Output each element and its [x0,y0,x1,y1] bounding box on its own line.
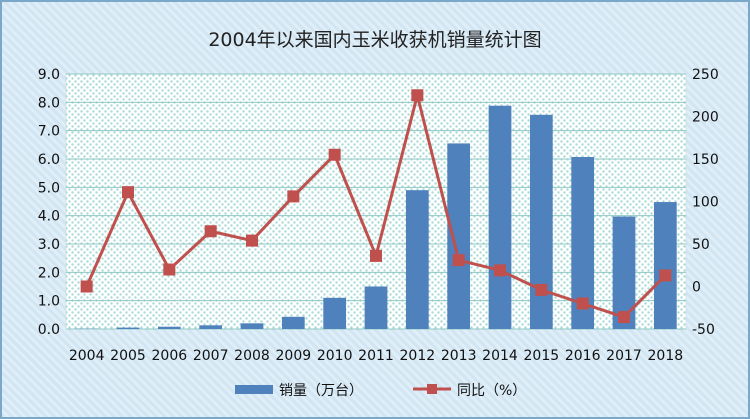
line-marker [576,297,589,310]
x-tick-label: 2017 [606,348,642,364]
x-tick-label: 2013 [441,348,477,364]
bar [612,216,636,329]
bar [323,297,347,329]
y-left-tick-label: 5.0 [38,180,60,196]
legend-bar-label: 销量（万台） [279,383,363,399]
bar [364,286,388,329]
x-axis: 2004 2005 2006 2007 2008 2009 2010 2011 2012 2013… [69,348,683,364]
x-tick-label: 2014 [482,348,518,364]
bar-series [75,105,677,329]
y-left-tick-label: 8.0 [38,95,60,111]
y-right-tick-label: -50 [692,322,715,338]
line-marker [287,190,300,203]
x-tick-label: 2015 [524,348,560,364]
y-left-tick-label: 3.0 [38,237,60,253]
bar [199,325,223,329]
bar [240,323,264,329]
bar [571,157,595,329]
bar [488,105,512,329]
x-tick-label: 2004 [69,348,105,364]
chart-title: 2004年以来国内玉米收获机销量统计图 [208,29,541,51]
bar [529,114,553,329]
line-marker [80,280,93,293]
x-tick-label: 2011 [358,348,394,364]
line-marker [328,148,341,161]
line-marker [494,264,506,277]
line-marker [535,283,548,296]
x-tick-label: 2016 [565,348,601,364]
line-marker [204,225,217,238]
y-left-tick-label: 4.0 [38,209,60,225]
y-left-tick-label: 9.0 [38,67,60,83]
line-series [80,89,672,324]
y-right-tick-label: 200 [692,110,719,126]
y-right-tick-label: 100 [692,195,719,211]
y-left-tick-label: 0.0 [38,322,60,338]
y-axis-left: 0.0 1.0 2.0 3.0 4.0 5.0 6.0 7.0 8.0 9.0 [38,67,60,338]
y-left-tick-label: 1.0 [38,294,60,310]
y-left-tick-label: 6.0 [38,152,60,168]
line-marker [411,89,424,102]
x-tick-label: 2007 [193,348,229,364]
line-marker [122,186,134,199]
y-right-tick-label: 50 [692,237,710,253]
legend-line-label: 同比（%） [457,383,526,399]
line-marker [618,311,630,324]
x-tick-label: 2009 [276,348,312,364]
y-right-tick-label: 250 [692,67,719,83]
line-marker [659,269,672,282]
x-tick-label: 2005 [110,348,146,364]
line-marker [163,263,176,276]
bar [157,326,181,329]
legend-bar-swatch [235,385,273,394]
line-marker [452,254,465,267]
y-right-tick-label: 0 [692,280,701,296]
x-tick-label: 2012 [400,348,436,364]
x-tick-label: 2006 [152,348,188,364]
line-marker [370,249,382,262]
x-tick-label: 2018 [648,348,684,364]
x-tick-label: 2010 [317,348,353,364]
legend-line-marker [427,384,437,394]
bar [116,327,140,329]
y-left-tick-label: 7.0 [38,124,60,140]
line-marker [246,234,258,247]
bar [653,202,677,329]
bar [405,190,429,329]
y-right-tick-label: 150 [692,152,719,168]
legend: 销量（万台） 同比（%） [235,383,526,399]
bar [281,316,305,329]
x-tick-label: 2008 [234,348,270,364]
y-axis-right: -50 0 50 100 150 200 250 [692,67,719,338]
bar [447,143,471,329]
y-left-tick-label: 2.0 [38,265,60,281]
